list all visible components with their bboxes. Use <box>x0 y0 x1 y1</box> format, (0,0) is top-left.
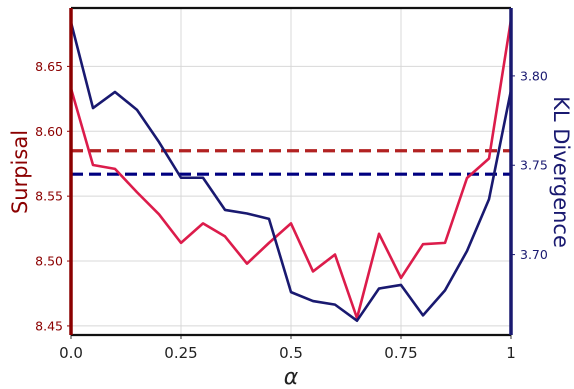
right-y-axis-label: KL Divergence <box>549 96 573 248</box>
grid-lines <box>70 8 512 335</box>
tick-labels: 0.0 0.25 0.5 0.75 1 8.45 8.50 8.55 8.60 8.65 3.70 3… <box>35 59 548 362</box>
left-y-axis-label: Surpisal <box>8 130 32 214</box>
axes <box>67 6 515 339</box>
x-tick-label: 1 <box>506 344 516 362</box>
right-y-tick-label: 3.80 <box>520 68 548 83</box>
kl-series-line <box>69 20 513 323</box>
left-y-tick-label: 8.50 <box>35 254 63 269</box>
x-tick-label: 0.0 <box>59 344 83 362</box>
x-tick-label: 0.25 <box>164 344 197 362</box>
series-lines <box>69 18 513 323</box>
left-y-tick-label: 8.55 <box>35 189 63 204</box>
x-axis-label: α <box>284 365 299 389</box>
baselines <box>71 149 511 176</box>
left-y-tick-label: 8.65 <box>35 59 63 74</box>
surprisal-series-line <box>69 18 513 320</box>
right-y-tick-label: 3.75 <box>520 158 548 173</box>
left-y-tick-label: 8.45 <box>35 318 63 333</box>
right-y-tick-label: 3.70 <box>520 247 548 262</box>
x-tick-label: 0.75 <box>384 344 417 362</box>
left-y-tick-label: 8.60 <box>35 124 63 139</box>
x-tick-label: 0.5 <box>279 344 303 362</box>
